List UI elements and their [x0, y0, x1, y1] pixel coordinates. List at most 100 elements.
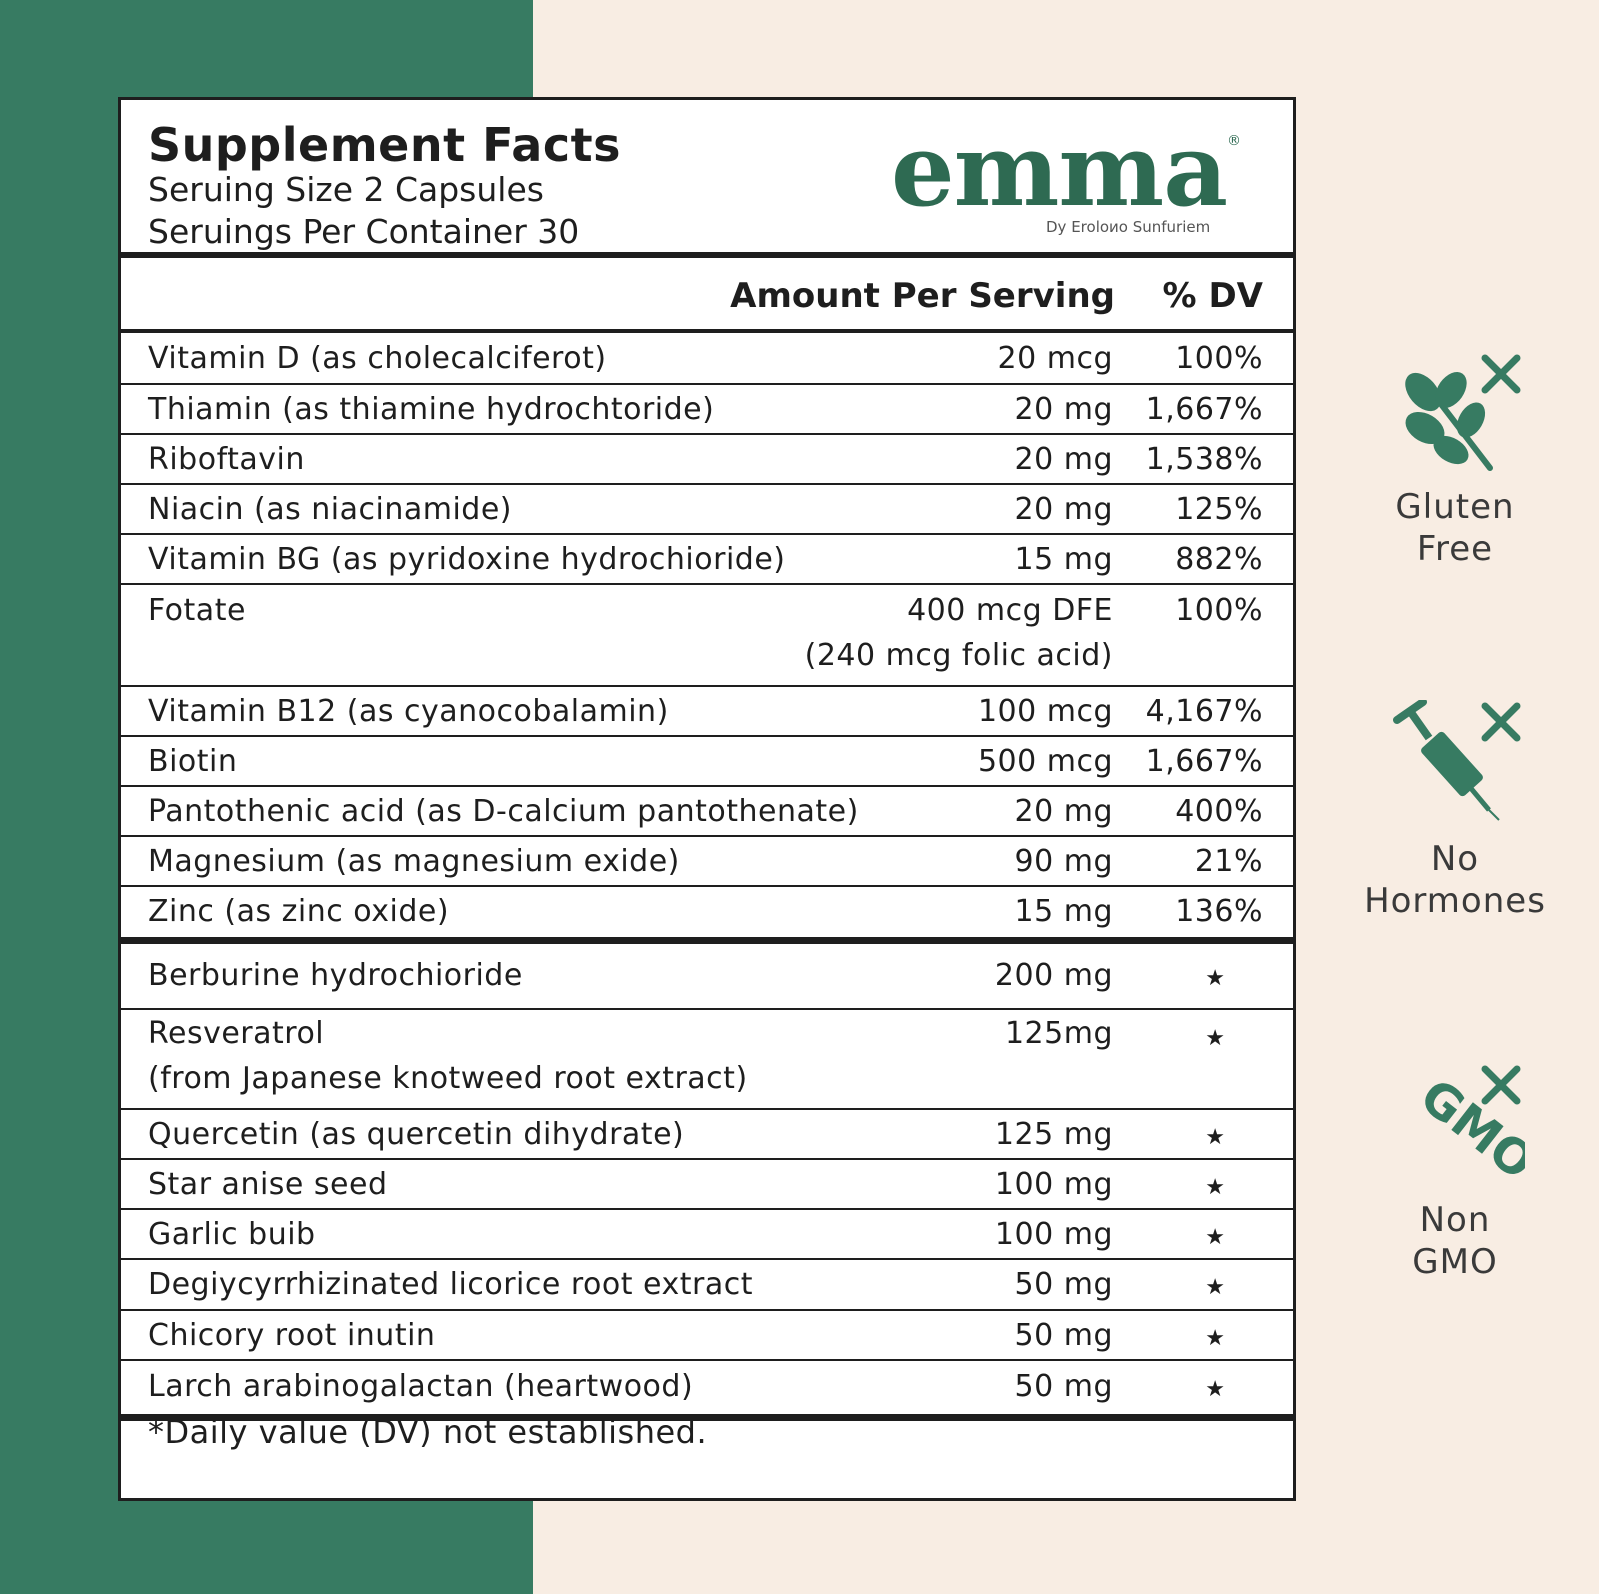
- badge-line1: No: [1430, 839, 1480, 879]
- ingredient-amount: 200 mg: [994, 958, 1113, 993]
- table-row: Vitamin BG (as pyridoxine hydrochioride)…: [121, 535, 1293, 585]
- table-row: Resveratrol (from Japanese knotweed root…: [121, 1010, 1293, 1110]
- gmo-crossed-icon: GMO: [1409, 1065, 1525, 1191]
- ingredient-amount: 50 mg: [1014, 1318, 1113, 1353]
- ingredient-amount: 50 mg: [1014, 1369, 1113, 1404]
- ingredient-amount: 50 mg: [1014, 1267, 1113, 1302]
- not-established-star: ★: [1205, 1377, 1225, 1402]
- ingredient-name: Resveratrol: [148, 1016, 325, 1051]
- ingredient-amount: 20 mcg: [997, 341, 1113, 376]
- ingredient-amount: 20 mg: [1014, 442, 1113, 477]
- ingredient-amount: 20 mg: [1014, 392, 1113, 427]
- supplement-facts-label: Supplement Facts Seruing Size 2 Capsules…: [118, 97, 1296, 1501]
- table-row: Degiycyrrhizinated licorice root extract…: [121, 1260, 1293, 1311]
- table-row: Fotate 400 mcg DFE (240 mcg folic acid) …: [121, 585, 1293, 687]
- brand-name: emma: [891, 111, 1228, 229]
- ingredient-amount: 400 mcg DFE: [907, 593, 1113, 628]
- ingredient-name: Berburine hydrochioride: [148, 958, 523, 993]
- ingredient-name: Degiycyrrhizinated licorice root extract: [148, 1267, 753, 1302]
- badge-line1: Gluten: [1395, 487, 1515, 527]
- ingredient-name: Vitamin B12 (as cyanocobalamin): [148, 694, 669, 729]
- ingredient-dv: 1,667%: [1145, 744, 1263, 779]
- table-row: Pantothenic acid (as D-calcium pantothen…: [121, 787, 1293, 837]
- not-established-star: ★: [1205, 1225, 1225, 1250]
- syringe-crossed-icon: [1393, 700, 1521, 821]
- not-established-star: ★: [1205, 1175, 1225, 1200]
- not-established-star: ★: [1205, 1125, 1225, 1150]
- badge-line2: GMO: [1412, 1242, 1498, 1282]
- ingredient-dv: 100%: [1175, 341, 1263, 376]
- label-title: Supplement Facts: [148, 118, 621, 172]
- table-row: Vitamin B12 (as cyanocobalamin) 100 mcg …: [121, 687, 1293, 737]
- gmo-icon-word: GMO: [1409, 1068, 1525, 1191]
- badge-no-hormones: No Hormones: [1340, 700, 1570, 922]
- ingredient-dv: 100%: [1175, 593, 1263, 628]
- ingredient-name: Biotin: [148, 744, 238, 779]
- table-row: Riboftavin 20 mg 1,538%: [121, 435, 1293, 485]
- brand-tagline: Dy Eroloио Sunfuriem: [1046, 218, 1211, 236]
- ingredient-dv: 882%: [1175, 542, 1263, 577]
- table-row: Star anise seed 100 mg ★: [121, 1160, 1293, 1210]
- badge-line1: Non: [1419, 1200, 1491, 1240]
- brand-logo: emma®: [891, 120, 1241, 220]
- ingredient-name: Vitamin D (as cholecalciferot): [148, 341, 607, 376]
- ingredient-dv: 1,667%: [1145, 392, 1263, 427]
- table-row: Vitamin D (as cholecalciferot) 20 mcg 10…: [121, 333, 1293, 385]
- badge-line2: Free: [1416, 529, 1494, 569]
- ingredient-name: Niacin (as niacinamide): [148, 492, 513, 527]
- amount-per-serving-header: Amount Per Serving: [730, 276, 1115, 316]
- ingredient-name: Chicory root inutin: [148, 1318, 436, 1353]
- footnote: *Daily value (DV) not established.: [148, 1413, 708, 1451]
- table-row: Zinc (as zinc oxide) 15 mg 136%: [121, 887, 1293, 944]
- badge-non-gmo: GMO Non GMO: [1340, 1065, 1570, 1283]
- ingredient-amount: 100 mg: [994, 1217, 1113, 1252]
- ingredient-name: Garlic buib: [148, 1217, 316, 1252]
- ingredient-dv: 136%: [1175, 894, 1263, 929]
- ingredient-amount: 90 mg: [1014, 844, 1113, 879]
- table-row: Larch arabinogalactan (heartwood) 50 mg …: [121, 1361, 1293, 1421]
- ingredient-source: (from Japanese knotweed root extract): [148, 1061, 748, 1096]
- ingredient-amount: 20 mg: [1014, 794, 1113, 829]
- table-row: Quercetin (as quercetin dihydrate) 125 m…: [121, 1110, 1293, 1160]
- table-row: Magnesium (as magnesium exide) 90 mg 21%: [121, 837, 1293, 887]
- ingredient-name: Quercetin (as quercetin dihydrate): [148, 1117, 685, 1152]
- ingredient-name: Zinc (as zinc oxide): [148, 894, 450, 929]
- ingredient-name: Riboftavin: [148, 442, 305, 477]
- table-row: Biotin 500 mcg 1,667%: [121, 737, 1293, 787]
- ingredient-amount: 15 mg: [1014, 894, 1113, 929]
- table-row: Berburine hydrochioride 200 mg ★: [121, 944, 1293, 1010]
- column-header: Amount Per Serving % DV: [121, 258, 1293, 333]
- ingredient-dv: 400%: [1175, 794, 1263, 829]
- not-established-star: ★: [1205, 1326, 1225, 1351]
- ingredient-dv: 1,538%: [1145, 442, 1263, 477]
- ingredient-name: Vitamin BG (as pyridoxine hydrochioride): [148, 542, 786, 577]
- ingredient-name: Magnesium (as magnesium exide): [148, 844, 680, 879]
- table-row: Niacin (as niacinamide) 20 mg 125%: [121, 485, 1293, 535]
- ingredient-amount: 20 mg: [1014, 492, 1113, 527]
- not-established-star: ★: [1205, 1275, 1225, 1300]
- serving-size: Seruing Size 2 Capsules: [148, 170, 544, 209]
- ingredient-name: Larch arabinogalactan (heartwood): [148, 1369, 694, 1404]
- table-row: Thiamin (as thiamine hydrochtoride) 20 m…: [121, 385, 1293, 435]
- ingredient-dv: 125%: [1175, 492, 1263, 527]
- ingredient-amount: 15 mg: [1014, 542, 1113, 577]
- ingredient-name: Thiamin (as thiamine hydrochtoride): [148, 392, 715, 427]
- badge-gluten-free: Gluten Free: [1340, 350, 1570, 570]
- ingredient-dv: 21%: [1194, 844, 1263, 879]
- ingredient-amount: 500 mcg: [977, 744, 1113, 779]
- ingredient-amount-detail: (240 mcg folic acid): [804, 638, 1113, 673]
- badge-line2: Hormones: [1364, 881, 1546, 921]
- registered-mark: ®: [1227, 133, 1241, 149]
- ingredient-name: Fotate: [148, 593, 246, 628]
- daily-value-header: % DV: [1162, 276, 1263, 316]
- ingredient-dv: 4,167%: [1145, 694, 1263, 729]
- label-header: Supplement Facts Seruing Size 2 Capsules…: [121, 100, 1293, 258]
- table-row: Garlic buib 100 mg ★: [121, 1210, 1293, 1260]
- servings-per-container: Seruings Per Container 30: [148, 212, 580, 251]
- ingredient-amount: 100 mg: [994, 1167, 1113, 1202]
- ingredient-amount: 100 mcg: [977, 694, 1113, 729]
- ingredient-name: Star anise seed: [148, 1167, 388, 1202]
- ingredient-name: Pantothenic acid (as D-calcium pantothen…: [148, 794, 859, 829]
- ingredient-amount: 125 mg: [994, 1117, 1113, 1152]
- not-established-star: ★: [1205, 1026, 1225, 1051]
